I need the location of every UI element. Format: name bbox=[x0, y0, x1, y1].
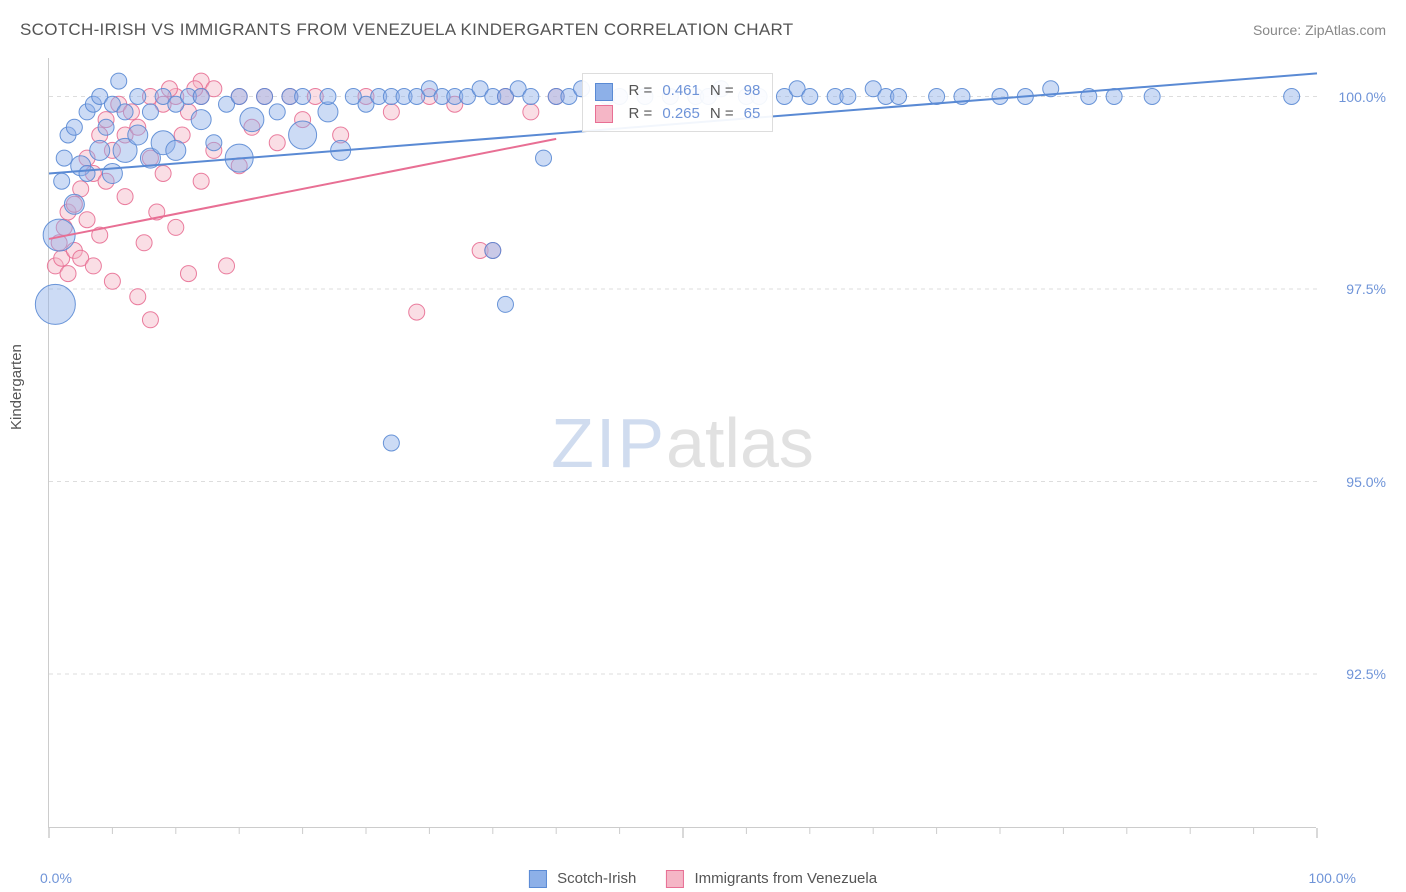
stats-row-2: R = 0.265 N = 65 bbox=[595, 103, 761, 126]
y-tick-label: 95.0% bbox=[1346, 474, 1386, 490]
swatch-series-1 bbox=[595, 83, 613, 101]
chart-title: SCOTCH-IRISH VS IMMIGRANTS FROM VENEZUEL… bbox=[20, 20, 793, 40]
y-tick-label: 97.5% bbox=[1346, 281, 1386, 297]
y-tick-label: 100.0% bbox=[1339, 89, 1386, 105]
swatch-series-2 bbox=[595, 105, 613, 123]
swatch-series-1 bbox=[529, 870, 547, 888]
n-value-1: 98 bbox=[744, 80, 761, 103]
r-value-1: 0.461 bbox=[662, 80, 700, 103]
plot-area: ZIPatlas R = 0.461 N = 98 R = 0.265 N = … bbox=[48, 58, 1316, 828]
legend-item-2: Immigrants from Venezuela bbox=[666, 870, 877, 888]
scatter-svg bbox=[49, 58, 1316, 827]
n-value-2: 65 bbox=[744, 103, 761, 126]
legend-label-2: Immigrants from Venezuela bbox=[694, 870, 877, 887]
x-axis-max-label: 100.0% bbox=[1309, 870, 1356, 886]
bottom-legend: Scotch-Irish Immigrants from Venezuela bbox=[529, 870, 877, 888]
r-value-2: 0.265 bbox=[662, 103, 700, 126]
legend-label-1: Scotch-Irish bbox=[557, 870, 636, 887]
n-label: N = bbox=[710, 103, 734, 126]
source-label: Source: ZipAtlas.com bbox=[1253, 22, 1386, 38]
y-tick-label: 92.5% bbox=[1346, 666, 1386, 682]
n-label: N = bbox=[710, 80, 734, 103]
stats-row-1: R = 0.461 N = 98 bbox=[595, 80, 761, 103]
y-axis-label: Kindergarten bbox=[8, 344, 25, 430]
x-axis-min-label: 0.0% bbox=[40, 870, 72, 886]
legend-item-1: Scotch-Irish bbox=[529, 870, 636, 888]
stats-legend-box: R = 0.461 N = 98 R = 0.265 N = 65 bbox=[582, 73, 774, 132]
r-label: R = bbox=[629, 80, 653, 103]
swatch-series-2 bbox=[666, 870, 684, 888]
r-label: R = bbox=[629, 103, 653, 126]
